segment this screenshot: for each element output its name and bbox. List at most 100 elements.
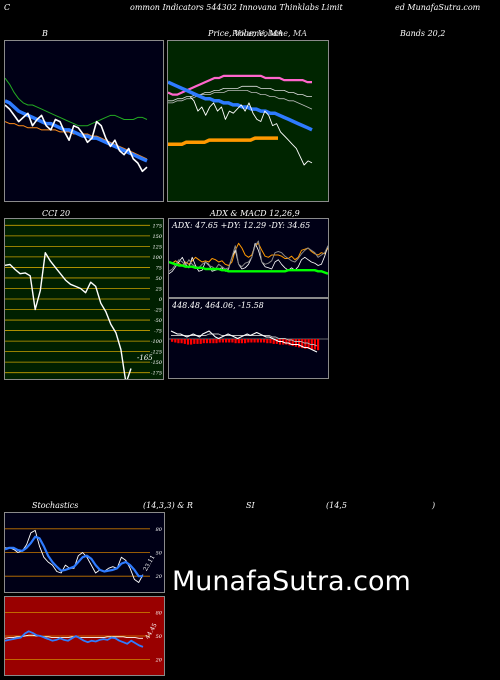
- price-ma-svg: [168, 74, 313, 166]
- macd-histogram-bar: [272, 339, 275, 344]
- cci-tick-label: 25: [155, 286, 162, 292]
- cci-tick-label: -100: [151, 339, 163, 345]
- price-ma-white-line-1: [168, 85, 312, 102]
- stoch-k-line: [5, 529, 144, 583]
- cci-tick-label: -150: [151, 360, 163, 366]
- macd-histogram-bar: [218, 339, 221, 343]
- header-middle: ommon Indicators 544302 Innovana Thinkla…: [130, 3, 343, 12]
- macd-histogram-bar: [209, 339, 212, 344]
- macd-histogram-bar: [228, 339, 231, 343]
- bollinger-upper-line: [5, 77, 148, 127]
- bollinger-panel: [4, 40, 164, 202]
- macd-histogram-bar: [301, 339, 304, 349]
- stoch-si: SI: [246, 501, 255, 510]
- macd-histogram-bar: [177, 339, 180, 344]
- macd-histogram-bar: [174, 339, 177, 343]
- price-ma-price-line: [189, 96, 313, 166]
- macd-histogram-bar: [215, 339, 218, 344]
- cci-tick-label: -75: [154, 329, 162, 335]
- bands-title: Bands 20,2: [400, 29, 446, 38]
- cci-tick-label: -25: [154, 308, 162, 314]
- cci-title: CCI 20: [42, 209, 71, 218]
- stoch-params: (14,3,3) & R: [143, 501, 193, 510]
- adx-macd-title: ADX & MACD 12,26,9: [210, 209, 300, 218]
- macd-histogram-bar: [294, 339, 297, 347]
- macd-histogram-bar: [193, 339, 196, 344]
- macd-panel: 448.48, 464.06, -15.58: [168, 298, 329, 379]
- macd-histogram-bar: [196, 339, 199, 344]
- stoch-panel: 80 50 20 23.11: [4, 512, 165, 593]
- price-ma-orange-line: [168, 136, 278, 147]
- macd-histogram-bar: [212, 339, 215, 344]
- price-ma-title-overlap: Price, Volume, MA: [232, 29, 308, 38]
- adx-panel: ADX: 47.65 +DY: 12.29 -DY: 34.65: [168, 218, 329, 298]
- stoch-d-line: [5, 535, 143, 578]
- cci-tick-label: -175: [151, 371, 162, 377]
- macd-histogram-bar: [190, 339, 193, 345]
- watermark: MunafaSutra.com: [172, 566, 411, 597]
- adx-readout: ADX: 47.65 +DY: 12.29 -DY: 34.65: [172, 221, 311, 230]
- macd-histogram-bar: [234, 339, 237, 344]
- macd-histogram-bar: [317, 339, 320, 351]
- macd-histogram-bar: [291, 339, 294, 346]
- macd-histogram-bar: [202, 339, 205, 344]
- cci-svg: 175 150 125 100 75 50 25 0 -25 -50 -75 -100 -125 -150…: [5, 223, 163, 379]
- cci-line: [5, 252, 132, 379]
- cci-tick-label: -125: [151, 350, 162, 356]
- macd-histogram-bar: [225, 339, 228, 343]
- price-ma-title: Price, Volume, MA: [208, 29, 284, 38]
- macd-histogram-bar: [199, 339, 202, 344]
- cci-tick-label: 75: [156, 265, 162, 271]
- macd-histogram-bar: [183, 339, 186, 344]
- macd-histogram-bar: [240, 339, 243, 344]
- macd-histogram-bar: [298, 339, 301, 348]
- cci-tick-label: 175: [152, 223, 162, 229]
- adx-minus-dy-line: [169, 242, 328, 266]
- macd-histogram-bar: [266, 339, 269, 344]
- macd-line: [170, 330, 318, 353]
- macd-histogram-bar: [171, 339, 174, 342]
- bollinger-price-line: [5, 104, 148, 173]
- rsi-close: ): [432, 501, 436, 510]
- rsi-tick-label: 80: [156, 611, 163, 617]
- header-right: ed MunafaSutra.com: [395, 3, 481, 12]
- stoch-tick-label: 50: [156, 551, 163, 557]
- cci-last-value: -165: [137, 354, 153, 362]
- cci-tick-label: 150: [152, 234, 162, 240]
- macd-histogram-bar: [237, 339, 240, 344]
- rsi-params: (14,5: [326, 501, 347, 510]
- price-ma-plot: [168, 74, 313, 166]
- header-left: C: [4, 3, 11, 12]
- cci-plot: [5, 252, 132, 379]
- macd-histogram-bar: [180, 339, 183, 344]
- macd-histogram-bar: [288, 339, 291, 346]
- bollinger-title: B: [42, 29, 48, 38]
- adx-line: [169, 260, 328, 275]
- bollinger-plot: [5, 77, 148, 173]
- macd-histogram-bar: [231, 339, 234, 343]
- macd-histogram-bar: [256, 339, 259, 343]
- cci-tick-label: 0: [159, 297, 163, 303]
- macd-histogram-bar: [247, 339, 250, 343]
- rsi-tick-label: 50: [156, 634, 163, 640]
- macd-histogram-bar: [269, 339, 272, 344]
- cci-tick-label: 125: [152, 244, 162, 250]
- macd-histogram-bar: [304, 339, 307, 349]
- rsi-panel: 80 50 20 44.45: [4, 596, 165, 676]
- adx-plot: [169, 240, 328, 275]
- rsi-tick-label: 20: [155, 657, 163, 663]
- cci-panel: 175 150 125 100 75 50 25 0 -25 -50 -75 -100 -125 -150…: [4, 218, 164, 380]
- macd-histogram-bar: [244, 339, 247, 344]
- macd-svg: [169, 330, 328, 353]
- rsi-svg: 80 50 20: [5, 611, 163, 663]
- rsi-blue-line: [5, 630, 144, 648]
- macd-plot: [169, 330, 328, 353]
- price-ma-panel: [167, 40, 329, 202]
- macd-histogram-bar: [250, 339, 253, 343]
- macd-histogram-bar: [221, 339, 224, 343]
- rsi-grid: 80 50 20: [5, 611, 163, 663]
- cci-tick-label: 100: [152, 255, 162, 261]
- macd-histogram-bar: [275, 339, 278, 344]
- cci-grid: 175 150 125 100 75 50 25 0 -25 -50 -75 -100 -125 -150…: [5, 223, 163, 377]
- stoch-svg: 80 50 20: [5, 527, 163, 583]
